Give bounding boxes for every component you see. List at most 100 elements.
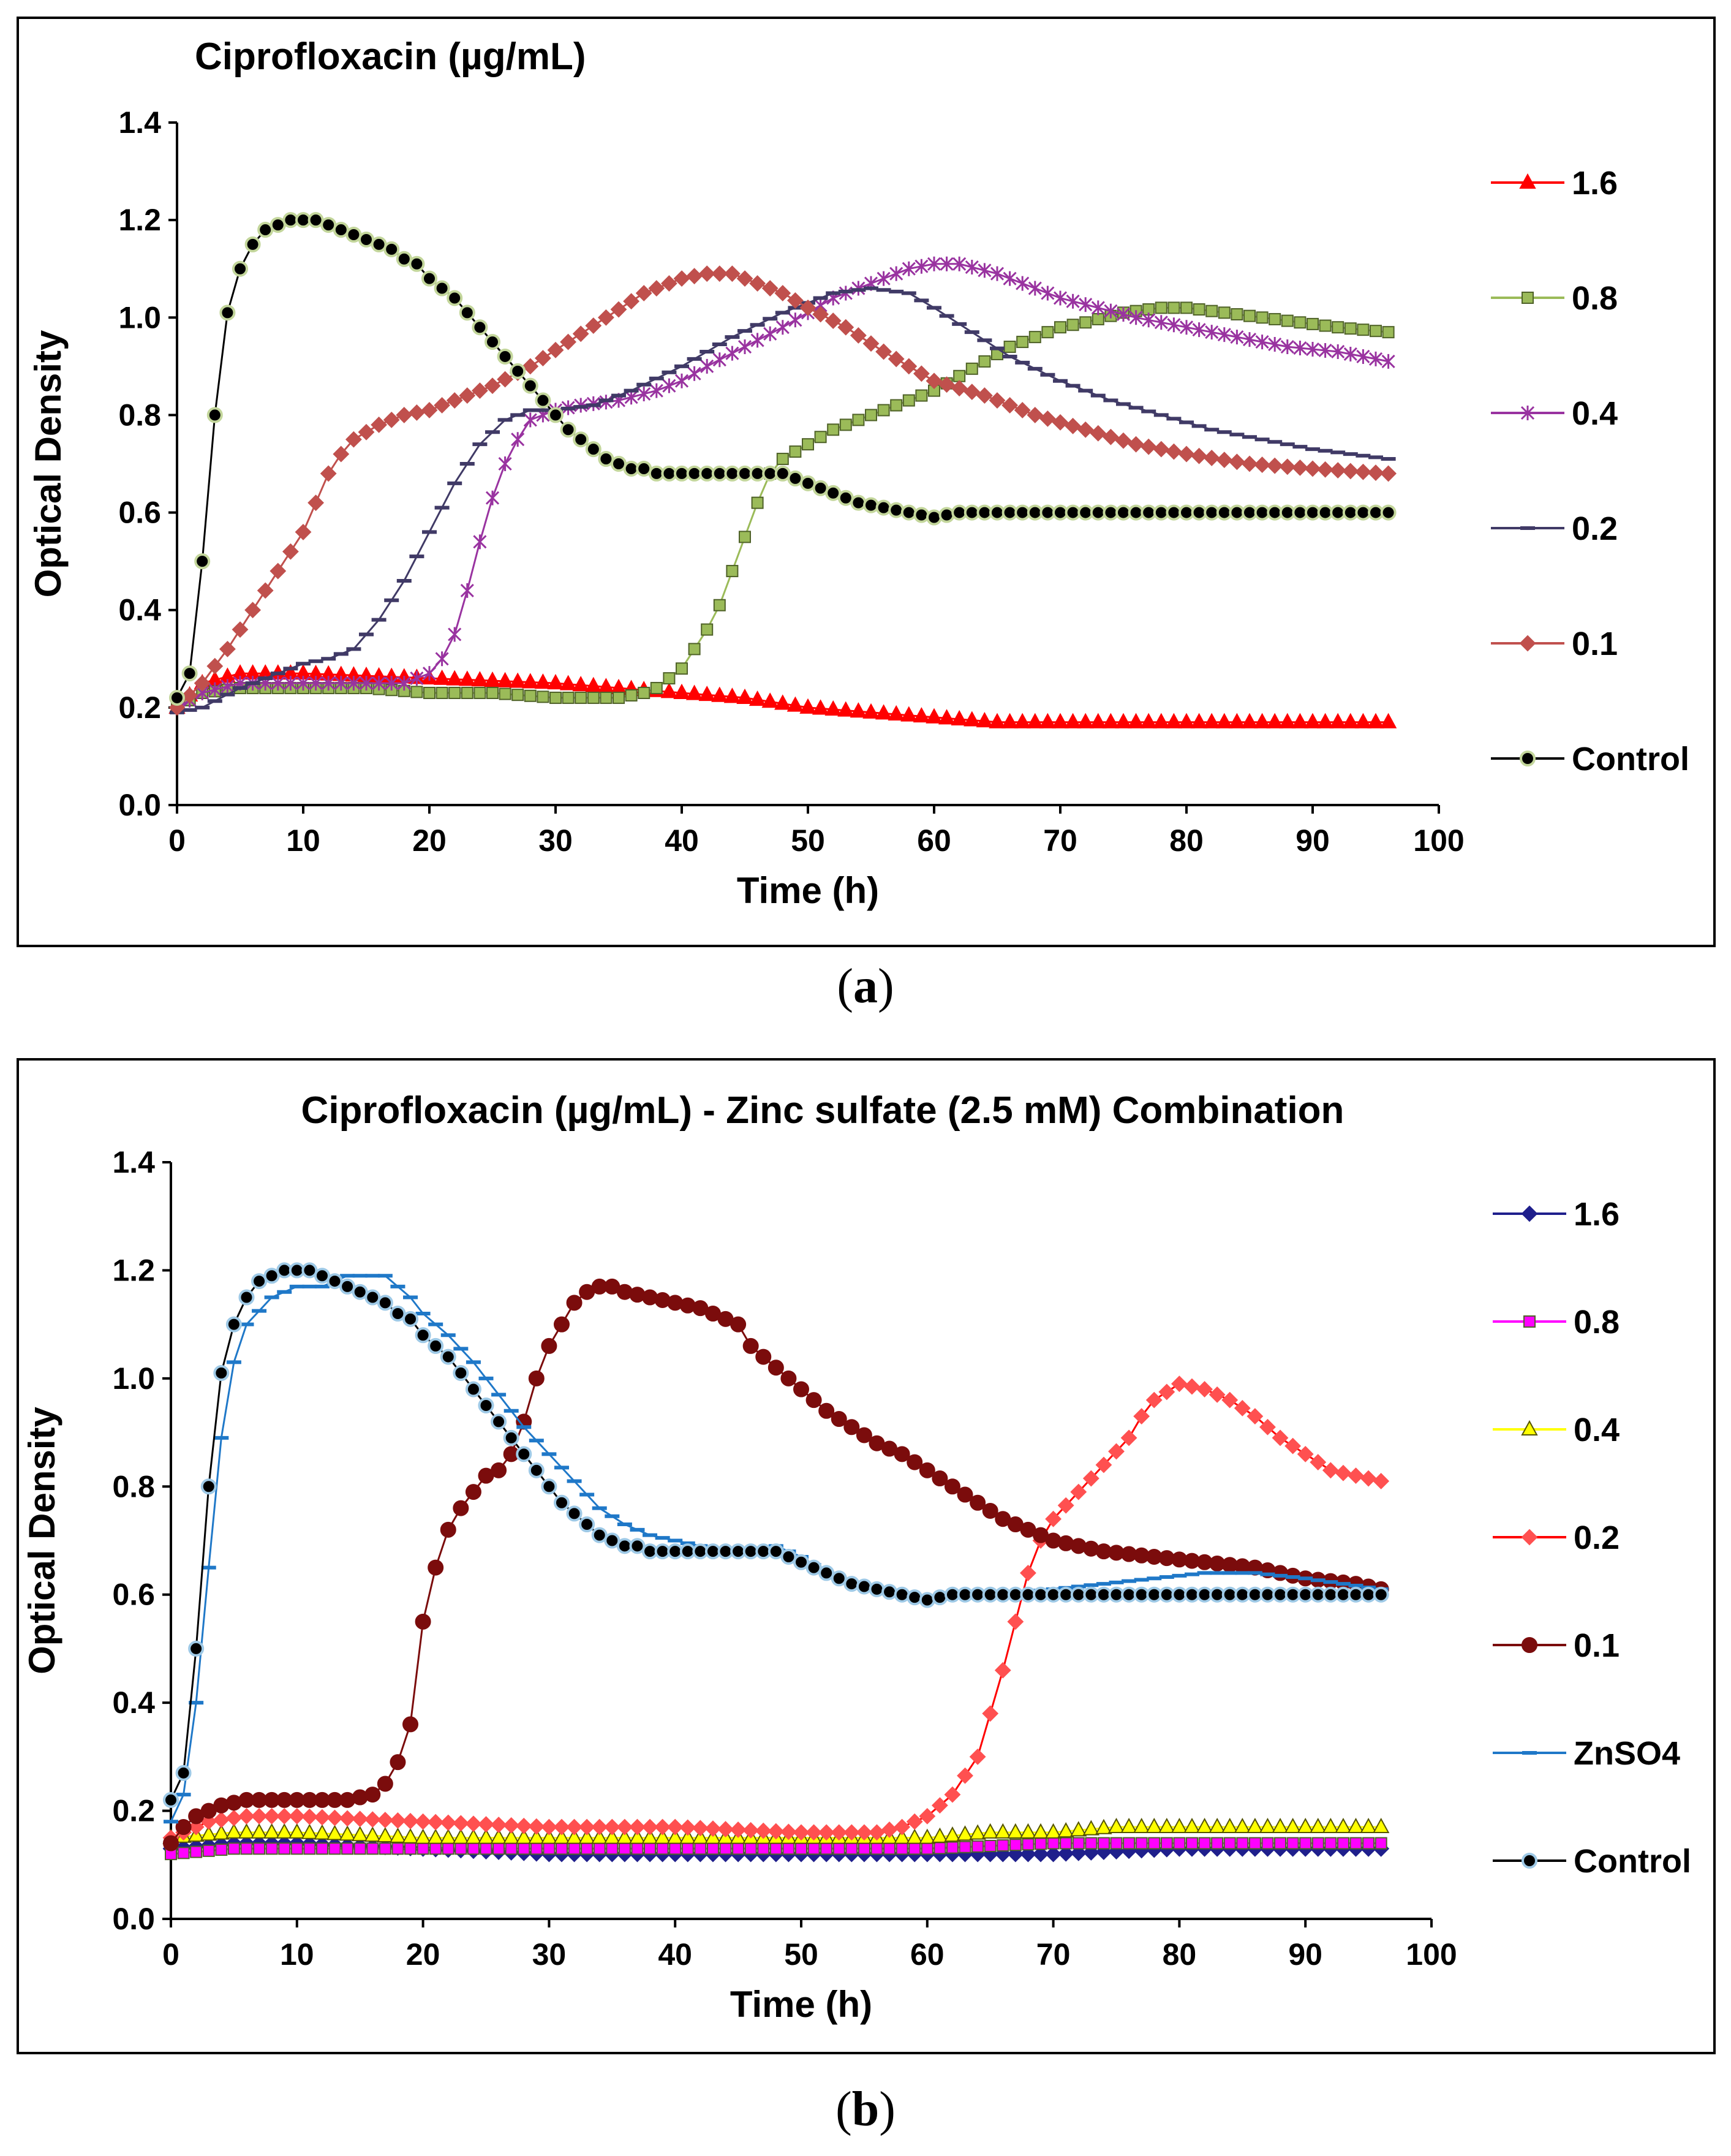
data-point-0-8: [807, 1842, 820, 1855]
data-point-0-8: [726, 565, 739, 578]
data-point-0-2: [1095, 1456, 1112, 1473]
data-point-0-1: [843, 1419, 860, 1435]
data-point-0-1: [805, 1392, 822, 1409]
data-point-0-4: [1044, 1823, 1062, 1839]
data-point-1-6: [1057, 1845, 1074, 1862]
data-point-0-2: [1145, 1391, 1163, 1409]
data-point-0-4: [1142, 312, 1156, 328]
data-point-0-4: [515, 1828, 532, 1844]
data-point-0-1: [761, 280, 779, 297]
data-point-0-2: [1297, 1445, 1314, 1462]
data-point-0-8: [1092, 312, 1104, 325]
data-point-0-2: [263, 1807, 281, 1825]
data-point-0-1: [767, 1360, 784, 1376]
data-point-0-1: [1090, 425, 1107, 442]
data-point-0-1: [730, 1316, 747, 1333]
data-point-0-2: [1196, 1381, 1213, 1398]
data-point-1-6: [673, 683, 690, 699]
data-point-0-4: [1343, 346, 1357, 361]
data-point-0-4: [1154, 315, 1168, 330]
data-point-0-4: [208, 682, 222, 697]
data-point-0-4: [422, 666, 437, 681]
data-point-0-1: [1209, 1555, 1226, 1572]
data-point-0-2: [352, 1810, 369, 1828]
data-point-0-2: [906, 1813, 923, 1830]
data-point-0-4: [1209, 1817, 1226, 1834]
data-point-0-8: [744, 1842, 757, 1855]
data-point-0-1: [913, 365, 930, 382]
data-point-0-8: [713, 599, 726, 611]
data-point-0-8: [410, 686, 423, 698]
data-point-0-8: [315, 1842, 328, 1855]
data-point-0-8: [555, 1842, 568, 1855]
data-point-0-4: [1272, 1817, 1289, 1834]
data-point-0-8: [1299, 1837, 1312, 1850]
data-point-0-1: [522, 358, 539, 375]
data-point-1-6: [938, 709, 956, 725]
data-point-0-1: [402, 1716, 419, 1733]
data-point-0-8: [1311, 1837, 1324, 1850]
data-point-0-8: [865, 409, 877, 422]
data-point-0-2: [717, 1821, 734, 1837]
data-point-1-6: [1032, 1845, 1049, 1863]
data-point-control: [780, 1548, 797, 1565]
x-tick-label: 40: [658, 1937, 692, 1972]
data-point-0-1: [1171, 1551, 1188, 1568]
data-point-control: [573, 431, 589, 448]
data-point-0-8: [789, 445, 802, 458]
data-point-0-2: [881, 1821, 898, 1838]
data-point-0-8: [706, 1842, 719, 1855]
data-point-0-8: [997, 1839, 1009, 1852]
data-point-0-1: [1354, 463, 1371, 480]
data-point-0-2: [843, 1824, 860, 1841]
data-point-control: [447, 290, 463, 306]
data-point-0-8: [562, 691, 575, 704]
data-point-control: [900, 504, 917, 521]
series-0-8: [165, 1837, 1387, 1861]
data-point-0-8: [883, 1842, 896, 1855]
data-point-0-2: [654, 1818, 671, 1836]
data-point-0-4: [956, 1825, 974, 1841]
data-point-0-2: [288, 1807, 306, 1825]
data-point-1-6: [976, 712, 994, 728]
data-point-0-4: [906, 1828, 923, 1844]
data-point-0-2: [629, 1818, 646, 1836]
data-point-1-6: [446, 670, 463, 686]
data-point-1-6: [799, 698, 816, 714]
data-point-1-6: [496, 671, 514, 687]
data-point-0-4: [1230, 330, 1244, 345]
data-point-1-6: [1342, 713, 1359, 728]
series-line-0-2: [170, 1383, 1382, 1839]
data-point-0-4: [1205, 325, 1219, 340]
data-point-0-8: [858, 1842, 870, 1855]
data-point-0-1: [824, 312, 842, 330]
data-point-0-1: [799, 299, 816, 316]
data-point-0-2: [390, 1812, 406, 1829]
data-point-0-1: [856, 1427, 872, 1443]
data-point-1-6: [685, 684, 703, 700]
data-point-0-1: [383, 411, 400, 428]
data-point-control: [1380, 504, 1397, 521]
data-point-0-2: [1020, 1565, 1036, 1581]
data-point-0-1: [377, 1776, 393, 1792]
data-point-0-4: [1167, 317, 1181, 333]
data-point-0-8: [448, 686, 461, 699]
data-point-0-8: [681, 1842, 694, 1855]
data-point-0-8: [1060, 1837, 1073, 1850]
data-point-0-1: [547, 341, 564, 358]
data-point-0-8: [1198, 1837, 1211, 1850]
data-point-0-2: [944, 1786, 961, 1803]
data-point-control: [831, 1570, 847, 1587]
data-point-control: [409, 255, 425, 272]
data-point-0-1: [629, 1287, 646, 1303]
data-point-0-8: [461, 686, 473, 699]
data-point-0-8: [1148, 1837, 1161, 1850]
data-point-0-8: [732, 1842, 745, 1855]
data-point-0-2: [603, 1818, 620, 1836]
data-point-0-4: [902, 261, 916, 276]
data-point-0-8: [1135, 1837, 1148, 1850]
data-point-0-8: [965, 362, 978, 375]
data-point-0-2: [666, 1818, 684, 1836]
data-point-0-8: [442, 1842, 454, 1855]
data-point-0-1: [648, 280, 665, 297]
